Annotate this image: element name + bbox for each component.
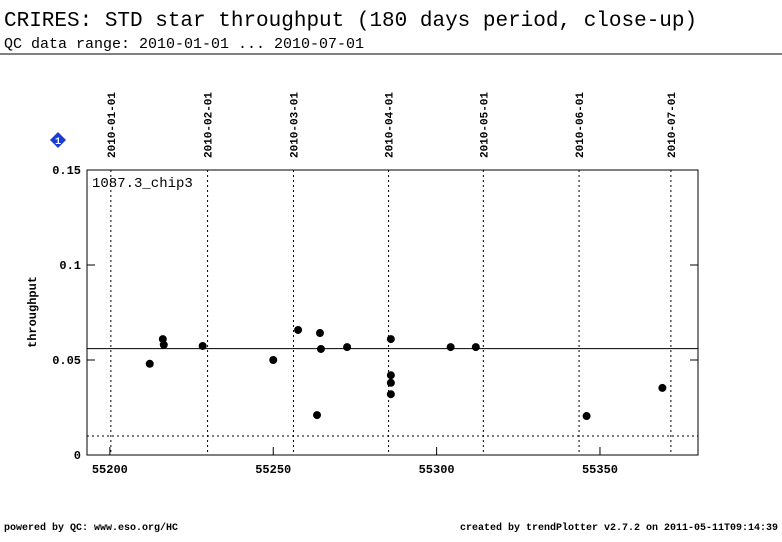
data-point xyxy=(269,356,278,364)
x-tick-label: 55200 xyxy=(92,463,128,477)
date-label: 2010-03-01 xyxy=(289,92,301,158)
y-tick-label: 0.05 xyxy=(52,354,81,368)
y-tick-label: 0.15 xyxy=(52,164,81,178)
y-axis-label: throughput xyxy=(26,276,40,348)
chart-subtitle: QC data range: 2010-01-01 ... 2010-07-01 xyxy=(4,36,364,53)
data-point xyxy=(386,335,395,344)
data-point xyxy=(386,371,395,380)
data-point xyxy=(471,343,480,352)
x-tick-label: 55300 xyxy=(419,463,455,477)
x-tick-label: 55250 xyxy=(255,463,291,477)
date-label: 2010-06-01 xyxy=(575,92,587,158)
data-point xyxy=(145,359,154,368)
data-point xyxy=(658,383,667,392)
date-label: 2010-01-01 xyxy=(107,92,119,158)
data-point xyxy=(159,340,168,349)
data-point xyxy=(313,411,322,420)
badge-diamond xyxy=(50,132,66,148)
chart-title: CRIRES: STD star throughput (180 days pe… xyxy=(4,10,697,33)
plot-frame xyxy=(86,169,699,456)
date-label: 2010-07-01 xyxy=(667,92,679,158)
data-point xyxy=(294,325,303,334)
annotation: 1087.3_chip3 xyxy=(92,176,193,192)
y-tick-label: 0 xyxy=(74,449,81,463)
footer-left: powered by QC: www.eso.org/HC xyxy=(4,522,178,534)
date-label: 2010-02-01 xyxy=(204,92,216,158)
x-tick-label: 55350 xyxy=(582,463,618,477)
data-point xyxy=(316,344,325,353)
data-point xyxy=(315,329,324,338)
date-label: 2010-04-01 xyxy=(385,92,397,158)
data-point xyxy=(343,343,352,352)
badge-label: 1 xyxy=(55,137,61,148)
data-point xyxy=(386,378,395,387)
data-point xyxy=(582,412,591,421)
data-point xyxy=(386,390,395,399)
footer-right: created by trendPlotter v2.7.2 on 2011-0… xyxy=(460,522,778,534)
date-label: 2010-05-01 xyxy=(479,92,491,158)
y-tick-label: 0.1 xyxy=(59,259,81,273)
data-point xyxy=(198,341,207,350)
data-point xyxy=(446,343,455,352)
